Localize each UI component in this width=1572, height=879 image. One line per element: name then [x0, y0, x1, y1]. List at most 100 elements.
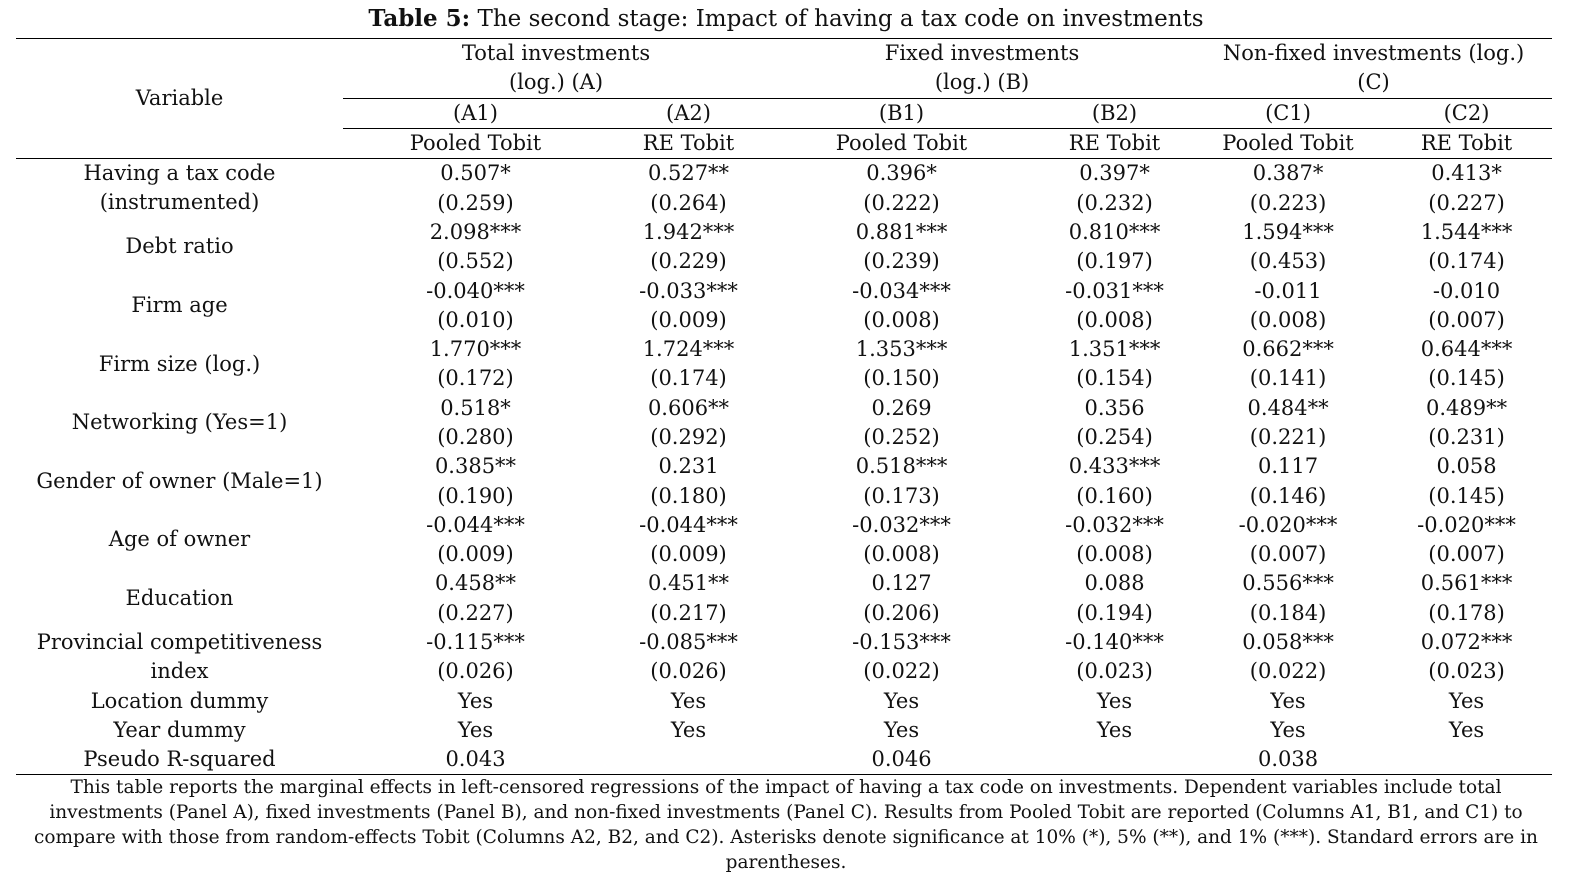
model-row: Pooled Tobit RE Tobit Pooled Tobit RE To… — [16, 127, 1553, 159]
standard-error-row: (0.026) (0.026) (0.022) (0.023) (0.022) (0.02… — [16, 657, 1552, 686]
coefficient-cell: -0.031*** — [1065, 278, 1164, 303]
panel-a-subheader: (log.) (A) — [508, 70, 604, 95]
location-dummy-row: Location dummy Yes Yes Yes Yes Yes Yes — [16, 687, 1552, 716]
variable-name: Education — [125, 585, 234, 610]
coefficient-cell: -0.020*** — [1417, 512, 1516, 537]
standard-error-cell: (0.150) — [863, 366, 940, 391]
dummy-cell: Yes — [1096, 688, 1133, 713]
coefficient-cell: 1.353*** — [855, 337, 948, 362]
coefficient-row: Networking (Yes=1) 0.518* 0.606** 0.269 0.35… — [16, 394, 1552, 435]
standard-error-cell: (0.194) — [1076, 600, 1153, 625]
coefficient-cell: 0.231 — [658, 454, 719, 479]
model-label: Pooled Tobit — [343, 127, 608, 159]
coefficient-cell: 0.451** — [647, 571, 730, 596]
coefficient-cell: 0.058*** — [1242, 630, 1334, 655]
standard-error-cell: (0.008) — [1076, 542, 1153, 567]
coefficient-cell: 0.484** — [1247, 395, 1329, 420]
coefficient-cell: 1.942*** — [642, 219, 735, 244]
coefficient-cell: -0.044*** — [426, 512, 525, 537]
table-caption: The second stage: Impact of having a tax… — [477, 6, 1204, 32]
standard-error-cell: (0.178) — [1428, 600, 1505, 625]
panel-c-header: Non-fixed investments (log.) — [1195, 38, 1553, 69]
standard-error-cell: (0.552) — [437, 249, 514, 274]
standard-error-cell: (0.190) — [437, 483, 514, 508]
model-label: Pooled Tobit — [769, 127, 1035, 159]
standard-error-cell: (0.453) — [1249, 249, 1327, 274]
standard-error-row: (0.227) (0.217) (0.206) (0.194) (0.184) (0.17… — [16, 599, 1552, 628]
standard-error-cell: (0.007) — [1249, 542, 1327, 567]
coefficient-cell: 0.458** — [434, 571, 517, 596]
column-id: (B2) — [1034, 97, 1196, 129]
variable-name: Provincial competitiveness index — [16, 628, 343, 687]
coefficient-cell: 0.058 — [1436, 454, 1497, 479]
coefficient-row: Having a tax code (instrumented) 0.507* 0.5… — [16, 158, 1553, 218]
coefficient-row: Age of owner -0.044*** -0.044*** -0.032*** -… — [16, 511, 1552, 552]
coefficient-cell: -0.034*** — [852, 278, 951, 303]
standard-error-cell: (0.184) — [1249, 600, 1327, 625]
standard-error-cell: (0.197) — [1076, 249, 1153, 274]
empty-cell — [608, 745, 770, 776]
standard-error-cell: (0.141) — [1249, 366, 1327, 391]
standard-error-cell: (0.227) — [1428, 190, 1505, 215]
coefficient-cell: -0.140*** — [1065, 630, 1164, 655]
coefficient-cell: 0.127 — [871, 571, 932, 596]
coefficient-cell: 0.810*** — [1068, 219, 1161, 244]
standard-error-cell: (0.023) — [1076, 659, 1153, 684]
variable-name: Location dummy — [90, 688, 269, 713]
coefficient-cell: 0.662*** — [1242, 337, 1334, 362]
variable-name-line: Having a tax code — [83, 161, 276, 186]
coefficient-cell: 1.594*** — [1242, 219, 1334, 244]
standard-error-row: (0.009) (0.009) (0.008) (0.008) (0.007) (0.00… — [16, 540, 1552, 569]
coefficient-cell: 0.561*** — [1420, 571, 1513, 596]
coefficient-cell: 0.527** — [608, 158, 770, 189]
standard-error-cell: (0.229) — [650, 249, 727, 274]
table-label: Table 5: — [368, 5, 471, 32]
panel-c-subheader: (C) — [1357, 70, 1390, 95]
coefficient-cell: 0.088 — [1084, 571, 1145, 596]
standard-error-cell: (0.022) — [863, 659, 940, 684]
variable-name-line: (instrumented) — [99, 190, 260, 215]
standard-error-cell: (0.009) — [650, 542, 727, 567]
coefficient-cell: -0.010 — [1432, 278, 1501, 303]
standard-error-cell: (0.174) — [1428, 249, 1505, 274]
dummy-cell: Yes — [1270, 717, 1306, 742]
dummy-cell: Yes — [670, 688, 707, 713]
pseudo-r-squared-cell: 0.046 — [769, 745, 1035, 776]
model-label: Pooled Tobit — [1195, 127, 1382, 159]
standard-error-cell: (0.239) — [863, 249, 940, 274]
standard-error-cell: (0.026) — [650, 659, 727, 684]
coefficient-row: Firm size (log.) 1.770*** 1.724*** 1.353***… — [16, 335, 1552, 376]
panel-a-header: Total investments — [343, 38, 770, 69]
dummy-cell: Yes — [670, 717, 707, 742]
table-title: Table 5: The second stage: Impact of hav… — [0, 4, 1572, 34]
standard-error-cell: (0.008) — [1249, 307, 1327, 332]
standard-error-row: (0.172) (0.174) (0.150) (0.154) (0.141) (0.14… — [16, 364, 1552, 393]
coefficient-cell: -0.020*** — [1238, 512, 1338, 537]
coefficient-cell: -0.033*** — [639, 278, 738, 303]
coefficient-cell: 1.351*** — [1068, 337, 1161, 362]
standard-error-row: (0.190) (0.180) (0.173) (0.160) (0.146) (0.14… — [16, 481, 1552, 510]
standard-error-row: (0.259) (0.264) (0.222) (0.232) (0.223) (0.22… — [16, 188, 1552, 217]
standard-error-cell: (0.232) — [1076, 190, 1153, 215]
coefficient-row: Gender of owner (Male=1) 0.385** 0.231 0.51… — [16, 452, 1552, 493]
model-label: RE Tobit — [608, 127, 770, 159]
variable-name: Gender of owner (Male=1) — [36, 468, 323, 493]
standard-error-cell: (0.254) — [1076, 425, 1153, 449]
panel-b-header: Fixed investments — [769, 38, 1196, 69]
standard-error-cell: (0.145) — [1428, 366, 1505, 391]
column-id: (A2) — [608, 97, 770, 129]
variable-name: Pseudo R-squared — [16, 745, 343, 776]
standard-error-cell: (0.174) — [650, 366, 727, 391]
dummy-cell: Yes — [883, 717, 920, 742]
coefficient-cell: 0.356 — [1084, 395, 1145, 420]
empty-cell — [1034, 745, 1196, 776]
standard-error-cell: (0.222) — [863, 190, 940, 215]
coefficient-cell: 2.098*** — [429, 219, 522, 244]
standard-error-row: (0.010) (0.009) (0.008) (0.008) (0.008) (0.00… — [16, 306, 1552, 335]
coefficient-row: Debt ratio 2.098*** 1.942*** 0.881*** 0.810*… — [16, 218, 1552, 259]
model-label: RE Tobit — [1034, 127, 1196, 159]
coefficient-cell: 0.117 — [1257, 454, 1319, 479]
standard-error-cell: (0.022) — [1249, 659, 1327, 684]
coefficient-cell: 0.507* — [343, 158, 608, 189]
variable-name: Year dummy — [113, 717, 246, 742]
